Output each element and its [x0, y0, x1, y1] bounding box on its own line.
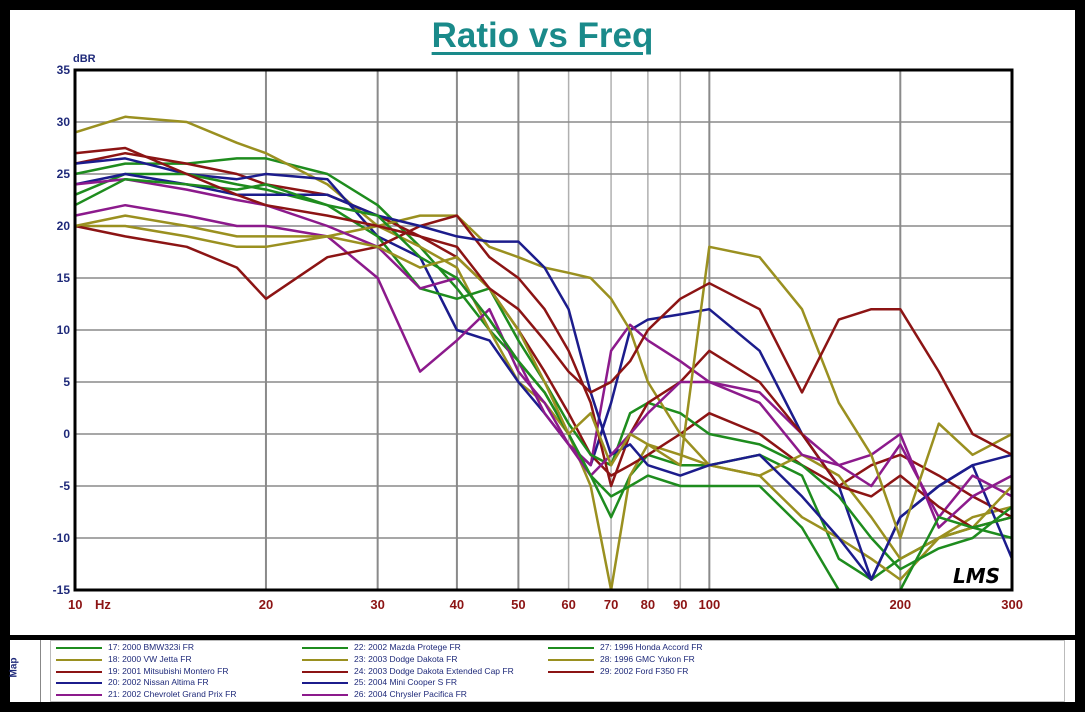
- legend-label: 28: 1996 GMC Yukon FR: [600, 653, 695, 664]
- legend-label: 26: 2004 Chrysler Pacifica FR: [354, 689, 467, 700]
- x-axis-unit: Hz: [95, 597, 111, 612]
- y-tick-label: 15: [57, 271, 71, 285]
- y-tick-label: 35: [57, 63, 71, 77]
- y-axis-label: dBR: [73, 53, 96, 65]
- x-tick-label: 200: [889, 597, 911, 612]
- y-tick-label: 10: [57, 323, 71, 337]
- legend-swatch: [302, 670, 348, 673]
- series-lines: [74, 115, 1014, 592]
- x-tick-label: 300: [1001, 597, 1023, 612]
- legend-label: 17: 2000 BMW323i FR: [108, 642, 194, 652]
- y-tick-label: 30: [57, 115, 71, 129]
- series-line: [74, 177, 1013, 592]
- series-line: [75, 214, 1013, 561]
- x-tick-label: 100: [698, 597, 720, 612]
- series-line: [74, 214, 1013, 529]
- legend-swatch: [302, 694, 348, 697]
- x-tick-label: 70: [604, 597, 618, 612]
- legend-label: 25: 2004 Mini Cooper S FR: [354, 677, 457, 688]
- chart-title: Ratio vs Freq: [431, 16, 654, 55]
- legend-swatch: [548, 670, 594, 673]
- legend-swatch: [302, 658, 348, 661]
- x-tick-label: 20: [259, 597, 273, 612]
- x-tick-label: 10: [68, 597, 82, 612]
- legend-swatch: [56, 647, 102, 649]
- series-line: [74, 146, 1013, 456]
- grid-lines: [74, 69, 1013, 591]
- series-line: [74, 203, 1013, 519]
- series-line: [74, 214, 1013, 540]
- legend: 17: 2000 BMW323i FR 18: 2000 VW Jetta FR 1…: [50, 640, 1065, 702]
- legend-label: 18: 2000 VW Jetta FR: [108, 653, 192, 664]
- y-tick-label: -15: [53, 583, 71, 597]
- series-line: [74, 151, 1013, 519]
- watermark: LMS: [953, 564, 1000, 588]
- legend-swatch: [56, 694, 102, 697]
- legend-label: 22: 2002 Mazda Protege FR: [354, 642, 461, 652]
- legend-swatch: [56, 658, 102, 661]
- legend-label: 23: 2003 Dodge Dakota FR: [354, 653, 458, 664]
- legend-swatch: [548, 647, 594, 649]
- legend-label: 21: 2002 Chevrolet Grand Prix FR: [108, 689, 237, 700]
- legend-panel: Map 17: 2000 BMW323i FR 18: 2000 VW Jetta…: [8, 640, 1075, 702]
- x-tick-label: 40: [450, 597, 464, 612]
- x-tick-label: 80: [641, 597, 655, 612]
- legend-label: 20: 2002 Nissan Altima FR: [108, 677, 209, 688]
- x-tick-label: 30: [370, 597, 384, 612]
- plot-frame: [73, 68, 1014, 592]
- legend-swatch: [548, 658, 594, 661]
- x-tick-label: 50: [511, 597, 525, 612]
- x-tick-label: 60: [561, 597, 575, 612]
- legend-label: 27: 1996 Honda Accord FR: [600, 642, 703, 652]
- legend-tab[interactable]: Map: [8, 640, 41, 702]
- y-tick-label: 20: [57, 219, 71, 233]
- y-tick-label: -5: [59, 479, 70, 493]
- legend-label: 29: 2002 Ford F350 FR: [600, 665, 689, 676]
- legend-tab-label: Map: [8, 657, 20, 678]
- legend-swatch: [56, 670, 102, 673]
- legend-label: 19: 2001 Mitsubishi Montero FR: [108, 665, 229, 676]
- y-tick-label: 5: [63, 375, 70, 389]
- y-tick-label: 25: [57, 167, 71, 181]
- y-tick-label: 0: [63, 427, 70, 441]
- legend-swatch: [302, 682, 348, 685]
- x-tick-label: 90: [673, 597, 687, 612]
- legend-label: 24: 2003 Dodge Dakota Extended Cap FR: [354, 665, 514, 676]
- legend-swatch: [302, 647, 348, 649]
- legend-swatch: [56, 682, 102, 685]
- y-tick-label: -10: [53, 531, 71, 545]
